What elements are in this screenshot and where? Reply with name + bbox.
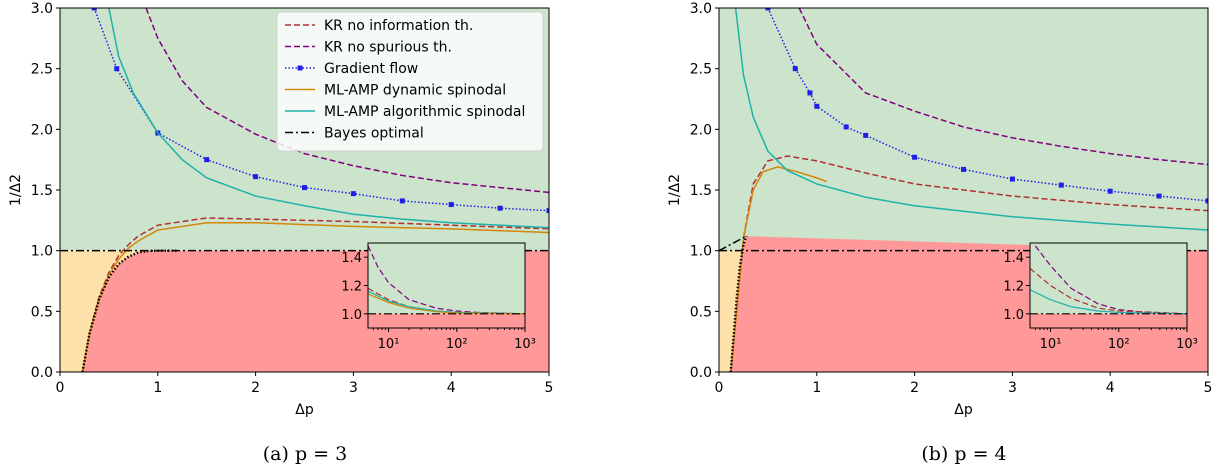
inset-x-tick-label: 10¹ (1040, 337, 1062, 352)
y-tick-label: 1.0 (31, 244, 53, 260)
gradient-flow-marker (91, 8, 97, 11)
y-tick-label: 0.5 (690, 304, 712, 320)
inset-series-line (1030, 268, 1187, 315)
x-axis-label: Δp (295, 402, 314, 418)
legend-label: KR no information th. (324, 18, 473, 34)
gradient-flow-marker (302, 185, 307, 191)
gradient-flow-marker (350, 191, 356, 197)
gradient-flow-marker (843, 124, 849, 130)
inset-x-tick-label: 10³ (514, 337, 536, 352)
gradient-flow-marker (253, 174, 259, 180)
gradient-flow-marker (792, 66, 798, 72)
inset-region-green (1030, 243, 1187, 314)
gradient-flow-marker (863, 132, 869, 138)
y-axis-label: 1/Δ2 (8, 174, 24, 206)
legend-label: ML-AMP dynamic spinodal (324, 83, 506, 99)
inset-x-tick-label: 10² (446, 337, 468, 352)
inset-series-group (1030, 245, 1187, 315)
aux-series-6-line (81, 249, 178, 372)
x-tick-label: 3 (1008, 380, 1017, 396)
inset-y-tick-label: 1.2 (1003, 280, 1024, 295)
legend-label: Bayes optimal (324, 126, 424, 142)
legend: KR no information th. KR no spurious th. G… (276, 11, 544, 152)
gradient-flow-marker (765, 8, 771, 11)
x-tick-label: 4 (1106, 380, 1115, 396)
inset-region-red (368, 313, 525, 328)
legend-label: ML-AMP algorithmic spinodal (324, 104, 525, 120)
gradient-flow-marker (114, 66, 120, 72)
legend-marker (297, 65, 303, 71)
panel-a: 0 1 2 3 4 5 0.0 0.5 1.0 1.5 2.0 2.5 3.0 Δp 1/Δ2 (a) p =… (8, 1, 553, 465)
inset-x-tick-label: 10³ (1176, 337, 1198, 352)
inset-y-tick-label: 1.0 (341, 308, 362, 323)
inset-y-tick-label: 1.0 (1003, 308, 1024, 323)
region-green (719, 8, 1208, 251)
inset-x-tick-label: 10² (1108, 337, 1130, 352)
y-tick-label: 2.5 (31, 62, 53, 78)
gradient-flow-marker (497, 205, 503, 211)
ml-amp-algorithmic-spinodal-line (108, 8, 549, 229)
x-tick-label: 0 (715, 380, 724, 396)
x-axis-label: Δp (954, 402, 973, 418)
inset-series-group (368, 245, 525, 315)
x-tick-label: 5 (545, 380, 554, 396)
gradient-flow-marker (1107, 188, 1113, 194)
inset-x-tick-label: 10¹ (378, 337, 400, 352)
kr-no-information-th--line (81, 217, 549, 372)
y-axis-label: 1/Δ2 (667, 174, 683, 206)
gradient-flow-marker (1058, 182, 1064, 188)
gradient-flow-marker (807, 90, 813, 96)
gradient-flow-marker (814, 103, 820, 109)
gradient-flow-marker (448, 202, 454, 208)
y-tick-label: 3.0 (31, 1, 53, 17)
inset-y-tick-label: 1.4 (341, 251, 362, 266)
inset-y-tick-label: 1.4 (1003, 251, 1024, 266)
aux-series-6-line (719, 235, 747, 252)
panel-b: 0 1 2 3 4 5 0.0 0.5 1.0 1.5 2.0 2.5 3.0 Δp 1/Δ2 (b) p =… (667, 1, 1212, 465)
x-tick-label: 1 (153, 380, 162, 396)
ml-amp-algorithmic-spinodal-line (734, 8, 1208, 231)
legend-label: KR no spurious th. (324, 40, 452, 56)
y-tick-label: 1.5 (31, 183, 53, 199)
y-tick-label: 0.5 (31, 304, 53, 320)
gradient-flow-marker (1156, 193, 1162, 199)
x-tick-label: 3 (349, 380, 358, 396)
x-tick-label: 1 (812, 380, 821, 396)
gradient-flow-marker (961, 166, 966, 172)
gradient-flow-marker (1009, 176, 1015, 182)
x-tick-label: 4 (447, 380, 456, 396)
gradient-flow-marker (399, 198, 405, 204)
y-tick-label: 1.5 (690, 183, 712, 199)
gradient-flow-marker (912, 154, 918, 160)
y-tick-label: 2.0 (31, 122, 53, 138)
y-tick-label: 0.0 (31, 365, 53, 381)
y-tick-label: 2.0 (690, 122, 712, 138)
y-tick-label: 1.0 (690, 244, 712, 260)
y-tick-label: 2.5 (690, 62, 712, 78)
aux-series-7-line (729, 235, 748, 372)
kr-no-spurious-th--line (798, 8, 1208, 166)
inset-y-tick-label: 1.2 (341, 280, 362, 295)
y-tick-label: 0.0 (690, 365, 712, 381)
inset: 10¹ 10² 10³ 1.0 1.2 1.4 (341, 242, 536, 352)
x-tick-label: 5 (1204, 380, 1213, 396)
series-group (60, 8, 549, 372)
gradient-flow-marker (546, 208, 549, 214)
legend-label: Gradient flow (324, 61, 418, 77)
legend-box (276, 11, 544, 152)
x-tick-label: 2 (910, 380, 919, 396)
inset: 10¹ 10² 10³ 1.0 1.2 1.4 (1003, 242, 1198, 352)
gradient-flow-marker (204, 157, 210, 163)
y-tick-label: 3.0 (690, 1, 712, 17)
x-tick-label: 0 (56, 380, 65, 396)
x-tick-label: 2 (251, 380, 260, 396)
inset-series-line (1030, 289, 1187, 315)
kr-no-spurious-th--line (145, 8, 549, 194)
inset-region-red (1030, 313, 1187, 328)
panel-caption: (b) p = 4 (921, 443, 1006, 465)
panel-caption: (a) p = 3 (263, 443, 347, 465)
gradient-flow-marker (1205, 198, 1208, 204)
